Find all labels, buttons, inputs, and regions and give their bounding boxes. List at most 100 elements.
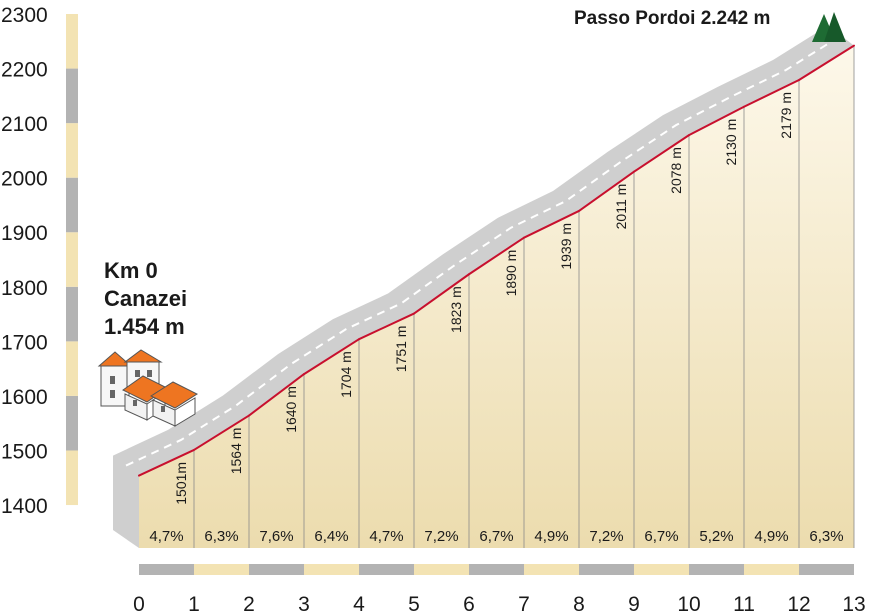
start-label: Km 0 Canazei 1.454 m	[104, 258, 187, 339]
x-tick-label: 3	[298, 593, 310, 616]
x-tick-label: 0	[133, 593, 145, 616]
x-tick-label: 8	[573, 593, 585, 616]
x-scale-segment	[304, 564, 359, 575]
y-tick-label: 1400	[1, 495, 48, 518]
profile-line-segment	[578, 170, 635, 212]
x-tick-label: 12	[787, 593, 810, 616]
elevation-label: 1564 m	[228, 428, 244, 475]
gradient-label: 6,7%	[479, 528, 513, 545]
x-tick-label: 4	[353, 593, 365, 616]
village-icon	[97, 349, 199, 427]
profile-line-segment	[523, 209, 580, 239]
gradient-label: 6,3%	[809, 528, 843, 545]
gradient-label: 6,3%	[204, 528, 238, 545]
profile-line-segment	[633, 134, 690, 173]
gradient-label: 7,2%	[424, 528, 458, 545]
elevation-label: 2179 m	[778, 92, 794, 139]
y-scale-segment	[66, 232, 78, 287]
elevation-label: 2011 m	[613, 184, 629, 230]
x-scale-segment	[139, 564, 194, 575]
profile-area	[139, 45, 854, 548]
elevation-label: 1640 m	[283, 386, 299, 433]
y-tick-label: 1500	[1, 440, 48, 463]
start-km-label: Km 0	[104, 258, 158, 283]
y-scale-segment	[66, 14, 78, 69]
y-tick-label: 2000	[1, 168, 48, 191]
x-tick-label: 6	[463, 593, 475, 616]
profile-fill	[139, 45, 854, 548]
x-tick-label: 10	[677, 593, 700, 616]
profile-line-segment	[688, 105, 745, 137]
km-dividers	[193, 45, 855, 548]
x-scale-segment	[634, 564, 689, 575]
gradient-label: 6,4%	[314, 528, 348, 545]
x-tick-label: 7	[518, 593, 530, 616]
y-tick-label: 2100	[1, 113, 48, 136]
elevation-labels: 1501m 1564 m 1640 m 1704 m 1751 m 1823 m 1890 …	[173, 92, 794, 505]
elevation-label: 1939 m	[558, 223, 574, 270]
gradient-label: 7,6%	[259, 528, 293, 545]
profile-line-segment	[413, 273, 470, 315]
y-scale-segment	[66, 341, 78, 396]
x-tick-label: 1	[188, 593, 200, 616]
elevation-label: 2130 m	[723, 119, 739, 166]
y-tick-label: 1900	[1, 222, 48, 245]
elevation-label: 1751 m	[393, 326, 409, 373]
x-scale-segment	[799, 564, 854, 575]
y-tick-label: 2300	[1, 4, 48, 27]
y-axis-tick-labels: 1400 1500 1600 1700 1800 1900 2000 2100 2200 2300	[1, 4, 48, 518]
x-tick-label: 9	[628, 593, 640, 616]
elevation-label: 1704 m	[338, 351, 354, 398]
x-tick-label: 13	[842, 593, 865, 616]
start-elevation-label: 1.454 m	[104, 314, 185, 339]
road-surface	[113, 25, 854, 549]
profile-line-segment	[193, 414, 250, 451]
y-axis-scale-bar	[66, 14, 78, 506]
road-band	[113, 25, 854, 549]
y-tick-label: 1800	[1, 277, 48, 300]
x-scale-segment	[579, 564, 634, 575]
x-tick-label: 5	[408, 593, 420, 616]
start-town-label: Canazei	[104, 286, 187, 311]
profile-line-segment	[468, 236, 525, 276]
summit-label: Passo Pordoi 2.242 m	[574, 8, 770, 29]
gradient-label: 5,2%	[699, 528, 733, 545]
profile-line-segment	[358, 312, 415, 341]
profile-line-segment	[303, 338, 360, 376]
y-scale-segment	[66, 123, 78, 178]
x-tick-label: 11	[733, 593, 755, 616]
x-axis-scale-bar	[139, 564, 854, 575]
x-scale-segment	[469, 564, 524, 575]
y-scale-segment	[66, 68, 78, 124]
gradient-label: 4,9%	[534, 528, 568, 545]
profile-line-segment	[138, 448, 195, 477]
x-tick-label: 2	[243, 593, 255, 616]
x-axis-tick-labels: 0 1 2 3 4 5 6 7 8 9 10 11 12 13	[133, 593, 866, 616]
x-scale-segment	[524, 564, 579, 575]
y-scale-segment	[66, 395, 78, 451]
x-scale-segment	[744, 564, 799, 575]
gradient-label: 4,7%	[369, 528, 403, 545]
y-scale-segment	[66, 177, 78, 233]
gradient-labels: 4,7% 6,3% 7,6% 6,4% 4,7% 7,2% 6,7% 4,9% 7,2% 6,7%…	[149, 528, 843, 545]
y-tick-label: 1600	[1, 386, 48, 409]
elevation-label: 2078 m	[668, 147, 684, 194]
gradient-label: 6,7%	[644, 528, 678, 545]
x-scale-segment	[194, 564, 249, 575]
y-tick-label: 1700	[1, 331, 48, 354]
profile-line-segment	[248, 373, 305, 417]
x-scale-segment	[414, 564, 469, 575]
y-tick-label: 2200	[1, 59, 48, 82]
y-scale-segment	[66, 286, 78, 342]
y-scale-segment	[66, 450, 78, 506]
gradient-label: 7,2%	[589, 528, 623, 545]
elevation-label: 1823 m	[448, 286, 464, 333]
gradient-label: 4,9%	[754, 528, 788, 545]
gradient-label: 4,7%	[149, 528, 183, 545]
profile-line-segment	[743, 79, 800, 108]
road-centerline	[125, 34, 842, 467]
mountain-peak-icon	[812, 12, 846, 42]
elevation-label: 1501m	[173, 462, 189, 505]
profile-line-group	[138, 44, 855, 477]
